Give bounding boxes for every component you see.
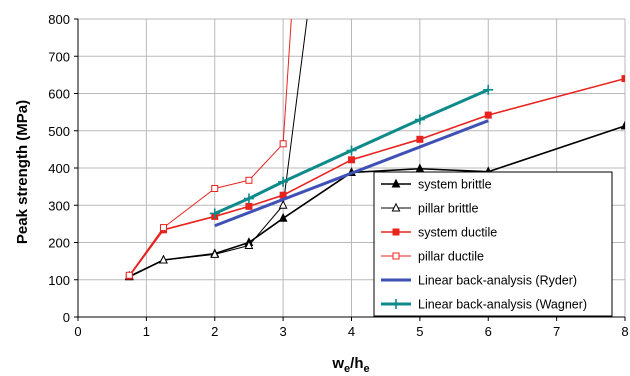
data-point [348, 156, 355, 164]
legend-marker [391, 299, 401, 309]
y-tick-label: 500 [48, 124, 70, 139]
x-tick-label: 0 [74, 324, 81, 339]
x-tick-label: 6 [485, 324, 492, 339]
series-line [129, 19, 308, 277]
legend-item: pillar brittle [381, 202, 478, 216]
x-tick-label: 5 [416, 324, 423, 339]
legend-label: system brittle [418, 178, 492, 192]
series-3 [125, 19, 292, 279]
data-point [210, 249, 220, 258]
legend-item: system brittle [381, 178, 492, 192]
y-tick-label: 600 [48, 87, 70, 102]
data-point [244, 240, 254, 249]
data-point [416, 135, 424, 143]
data-point [621, 75, 625, 83]
y-tick-label: 800 [48, 12, 70, 27]
data-point [278, 212, 288, 222]
data-point [414, 114, 425, 125]
y-tick-label: 400 [48, 161, 70, 176]
y-axis-title: Peak strength (MPa) [14, 100, 31, 244]
series-5 [209, 84, 494, 219]
data-point [279, 140, 287, 148]
legend-marker [392, 228, 400, 236]
data-point [125, 271, 133, 279]
y-tick-label: 700 [48, 49, 70, 64]
x-tick-label: 7 [553, 324, 560, 339]
series-line [214, 119, 489, 228]
y-tick-label: 200 [48, 236, 70, 251]
legend-item: pillar ductile [381, 250, 484, 264]
y-tick-label: 100 [48, 273, 70, 288]
data-point [245, 176, 253, 184]
x-tick-label: 1 [143, 324, 150, 339]
y-tick-label: 300 [48, 198, 70, 213]
axes [74, 18, 626, 321]
legend-marker [392, 252, 400, 260]
legend-marker [391, 178, 401, 188]
series-line [128, 19, 292, 276]
data-point [211, 184, 219, 192]
y-tick-label: 0 [63, 310, 70, 325]
data-point [245, 202, 253, 210]
legend-label: pillar ductile [418, 250, 484, 264]
data-point [620, 120, 625, 130]
x-tick-label: 4 [348, 324, 355, 339]
legend: system brittle pillar brittle system ducti… [373, 171, 613, 317]
data-point [159, 224, 167, 232]
data-point [159, 254, 168, 264]
legend-item: Linear back-analysis (Ryder) [381, 274, 577, 288]
legend-marker [391, 202, 401, 212]
legend-label: Linear back-analysis (Wagner) [418, 298, 587, 312]
legend-box [373, 171, 613, 317]
legend-label: system ductile [418, 226, 497, 240]
legend-label: Linear back-analysis (Ryder) [418, 274, 577, 288]
data-point [484, 111, 492, 119]
x-axis-title: we/he [331, 355, 369, 375]
legend-label: pillar brittle [418, 202, 478, 216]
legend-item: Linear back-analysis (Wagner) [381, 298, 587, 312]
x-tick-label: 2 [211, 324, 218, 339]
tick-labels: 0 1 2 3 4 5 6 7 8 0 100 200 300 400 500 600 700 800 [48, 12, 628, 339]
data-point [278, 199, 288, 209]
x-tick-label: 3 [280, 324, 287, 339]
series-1 [124, 19, 308, 280]
data-point [243, 193, 254, 204]
series-layer [124, 19, 625, 281]
x-tick-label: 8 [621, 324, 628, 339]
series-line [214, 88, 489, 215]
series-4 [214, 119, 489, 228]
data-point [483, 84, 494, 95]
legend-item: system ductile [381, 226, 497, 240]
data-point [278, 176, 289, 187]
data-point [346, 145, 357, 156]
data-point [209, 208, 220, 219]
